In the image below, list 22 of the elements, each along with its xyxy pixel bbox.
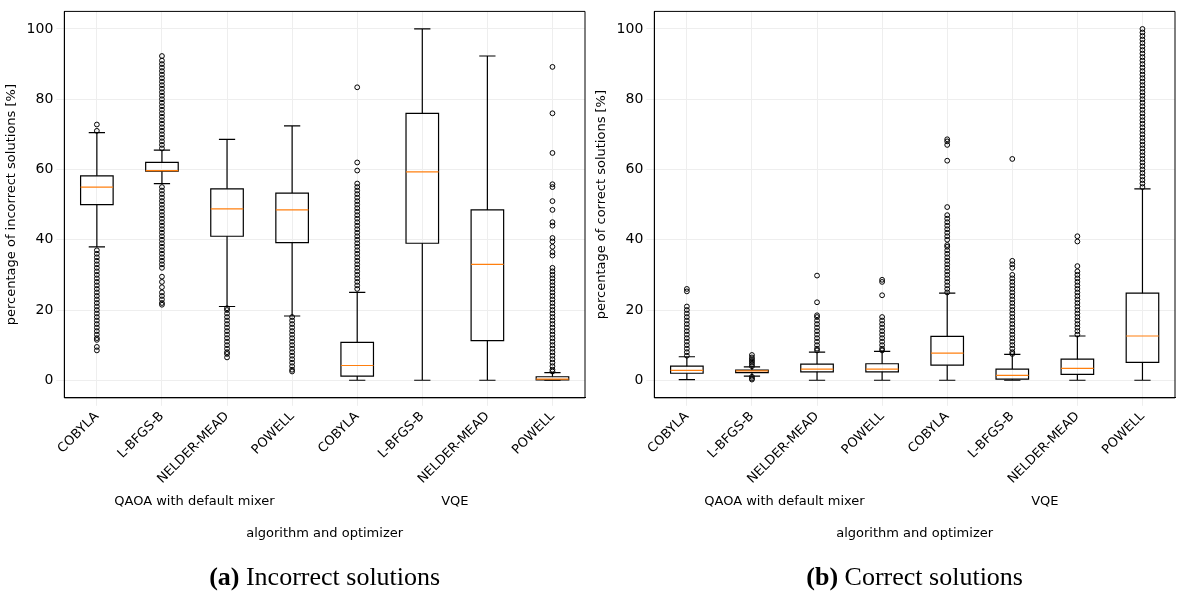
- y-tick-label: 80: [625, 89, 644, 106]
- y-tick-label: 40: [625, 230, 644, 247]
- y-tick-label: 60: [625, 160, 644, 177]
- text: VQE: [1031, 493, 1059, 508]
- text: VQE: [441, 493, 469, 508]
- y-axis-title: percentage of correct solutions [%]: [593, 89, 609, 320]
- y-tick-label: 20: [35, 300, 54, 317]
- y-tick-label: 100: [616, 19, 644, 36]
- text: (a) Incorrect solutions: [209, 562, 441, 592]
- y-tick-label: 80: [35, 89, 54, 106]
- y-tick-label: 0: [634, 370, 644, 387]
- y-tick-label: 100: [26, 19, 54, 36]
- y-tick-label: 0: [44, 370, 54, 387]
- y-tick-label: 40: [35, 230, 54, 247]
- text: QAOA with default mixer: [704, 493, 865, 508]
- y-tick-label: 60: [35, 160, 54, 177]
- text: QAOA with default mixer: [114, 493, 275, 508]
- y-tick-label: 20: [625, 300, 644, 317]
- text: (b) Correct solutions: [806, 562, 1023, 592]
- x-axis-title: algorithm and optimizer: [246, 525, 404, 540]
- x-axis-title: algorithm and optimizer: [836, 525, 994, 540]
- y-axis-title: percentage of incorrect solutions [%]: [3, 84, 19, 326]
